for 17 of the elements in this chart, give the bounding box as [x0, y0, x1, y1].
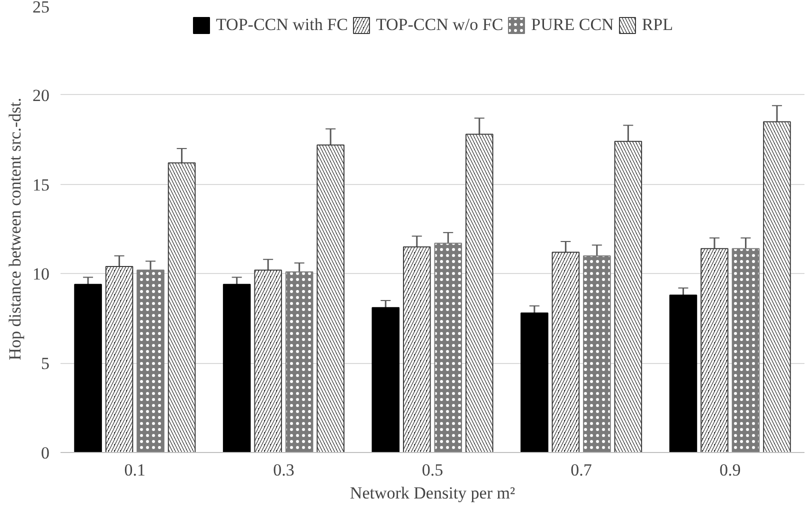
legend-label: TOP-CCN with FC	[216, 15, 348, 35]
legend-label: PURE CCN	[531, 15, 614, 35]
legend-label: TOP-CCN w/o FC	[376, 15, 504, 35]
x-tick-label: 0.3	[273, 460, 294, 480]
y-tick-label: 25	[32, 0, 50, 16]
x-tick-label: 0.7	[570, 460, 592, 480]
y-tick-label: 10	[32, 264, 50, 284]
y-tick-label: 20	[32, 86, 50, 105]
y-tick-label: 5	[41, 354, 50, 374]
x-axis-title: Network Density per m²	[350, 484, 516, 502]
x-tick-label: 0.5	[422, 460, 444, 480]
y-tick-label: 0	[41, 444, 50, 462]
y-axis-title: Hop distance between content src.-dst.	[6, 98, 24, 360]
x-tick-label: 0.1	[124, 460, 146, 480]
y-tick-label: 15	[32, 175, 50, 194]
x-tick-label: 0.9	[719, 460, 741, 480]
legend-label: RPL	[642, 15, 674, 35]
